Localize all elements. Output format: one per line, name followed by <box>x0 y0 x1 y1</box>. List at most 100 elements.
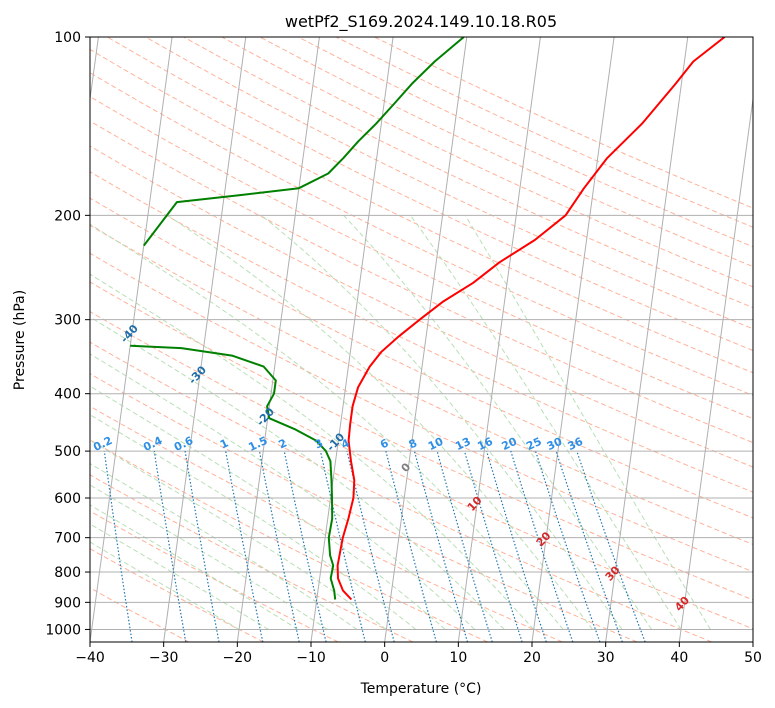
dry-adiabat <box>145 37 753 330</box>
x-tick-label: 50 <box>744 650 762 666</box>
isotherm <box>163 37 247 642</box>
isotherm <box>236 37 320 642</box>
dry-adiabat <box>90 341 712 642</box>
dry-adiabats <box>90 37 753 642</box>
y-tick-label: 200 <box>54 208 81 224</box>
dry-adiabat <box>335 37 753 228</box>
moist-adiabats <box>90 214 711 630</box>
mixing-ratio-line <box>534 450 601 642</box>
mixing-ratio-line <box>225 450 264 642</box>
moist-adiabat <box>90 462 358 630</box>
mixing-ratio-label: 36 <box>566 435 586 453</box>
x-tick-label: 40 <box>670 650 688 666</box>
isotherm-label: -50 <box>51 272 74 296</box>
isotherm <box>310 37 394 642</box>
mixing-ratio-label: 1 <box>218 436 230 451</box>
plot-frame <box>89 36 754 643</box>
y-tick-label: 100 <box>54 30 81 46</box>
x-tick-label: −30 <box>149 650 179 666</box>
isotherm <box>605 37 689 642</box>
dry-adiabat <box>90 171 753 493</box>
mixing-ratio-line <box>283 450 327 642</box>
dry-adiabat <box>90 439 488 642</box>
dry-adiabat <box>90 510 339 642</box>
x-tick-label: 0 <box>380 650 389 666</box>
y-tick-label: 300 <box>54 313 81 329</box>
dry-adiabat <box>90 474 414 642</box>
moist-adiabat <box>409 215 682 630</box>
isotherm-label: -60 <box>0 218 8 242</box>
mixing-ratio-line <box>436 450 493 642</box>
dry-adiabat <box>90 224 753 545</box>
mixing-ratio-line <box>413 450 469 642</box>
y-tick-label: 600 <box>54 491 81 507</box>
dry-adiabat <box>90 373 638 642</box>
y-tick-label: 500 <box>54 444 81 460</box>
mixing-ratio-line <box>555 450 623 642</box>
dry-adiabat <box>90 48 753 374</box>
gridlines <box>90 37 753 642</box>
moist-adiabat <box>90 414 417 630</box>
mixing-ratio-line <box>385 450 437 642</box>
mixing-ratio-lines <box>103 450 646 642</box>
dry-adiabat <box>90 311 753 630</box>
dry-adiabat <box>90 197 753 519</box>
x-tick-label: −20 <box>223 650 253 666</box>
y-axis-label: Pressure (hPa) <box>12 290 28 390</box>
y-tick-label: 400 <box>54 387 81 403</box>
dry-adiabat <box>90 587 190 642</box>
mixing-ratio-line <box>463 450 523 642</box>
chart-title: wetPf2_S169.2024.149.10.18.R05 <box>285 12 557 32</box>
x-tick-label: 10 <box>449 650 467 666</box>
mixing-ratio-label: 10 <box>426 435 446 453</box>
isotherm <box>90 37 99 103</box>
dewpoint-line <box>143 37 465 247</box>
isotherm <box>384 37 468 642</box>
mixing-ratio-label: 16 <box>475 435 495 453</box>
x-tick-label: 30 <box>597 650 615 666</box>
y-tick-label: 800 <box>54 565 81 581</box>
mixing-ratio-line <box>258 450 300 642</box>
mixing-ratio-line <box>576 450 646 642</box>
mixing-ratio-label: 30 <box>545 435 565 453</box>
x-axis-ticks: −40 −30 −20 −10 0 10 20 30 40 50 <box>75 642 762 666</box>
dry-adiabat <box>90 252 753 573</box>
mixing-ratio-line <box>486 450 547 642</box>
mixing-ratio-label: 6 <box>378 436 391 451</box>
y-axis-ticks: 100 200 300 400 500 600 700 800 900 1000 <box>45 30 90 638</box>
mixing-ratio-line <box>153 451 187 642</box>
dry-adiabat <box>90 145 753 468</box>
dry-adiabat <box>90 120 753 444</box>
temperature-line <box>336 37 726 601</box>
mixing-ratio-label: 25 <box>524 435 543 453</box>
isotherm <box>90 37 173 642</box>
dry-adiabat <box>90 72 753 396</box>
x-tick-label: −40 <box>75 650 105 666</box>
isotherm-label: -30 <box>186 363 209 387</box>
y-tick-label: 700 <box>54 531 81 547</box>
moist-adiabat <box>90 541 240 630</box>
mixing-ratio-line <box>319 450 366 642</box>
mixing-ratio-label: 20 <box>500 435 520 453</box>
moist-adiabat <box>261 214 623 630</box>
isotherm <box>457 37 541 642</box>
mixing-ratio-label: 13 <box>453 435 472 453</box>
dry-adiabat <box>90 405 563 642</box>
moist-adiabat <box>90 223 564 630</box>
moist-adiabat <box>90 523 269 630</box>
x-tick-label: 20 <box>523 650 541 666</box>
inline-labels: 0.10.20.40.611.52346810131620253036-100-… <box>0 218 692 614</box>
mixing-ratio-line <box>510 450 574 642</box>
isotherm-label: 30 <box>603 563 623 583</box>
isotherm <box>678 95 753 642</box>
dry-adiabat <box>183 37 753 309</box>
mixing-ratio-line <box>346 450 395 642</box>
isotherm-label: -40 <box>118 322 141 346</box>
dry-adiabat <box>90 95 753 420</box>
dry-adiabat <box>90 548 264 642</box>
y-tick-label: 900 <box>54 595 81 611</box>
isotherm-label: -20 <box>254 405 277 429</box>
dry-adiabat <box>107 37 753 352</box>
isotherm <box>531 37 615 642</box>
